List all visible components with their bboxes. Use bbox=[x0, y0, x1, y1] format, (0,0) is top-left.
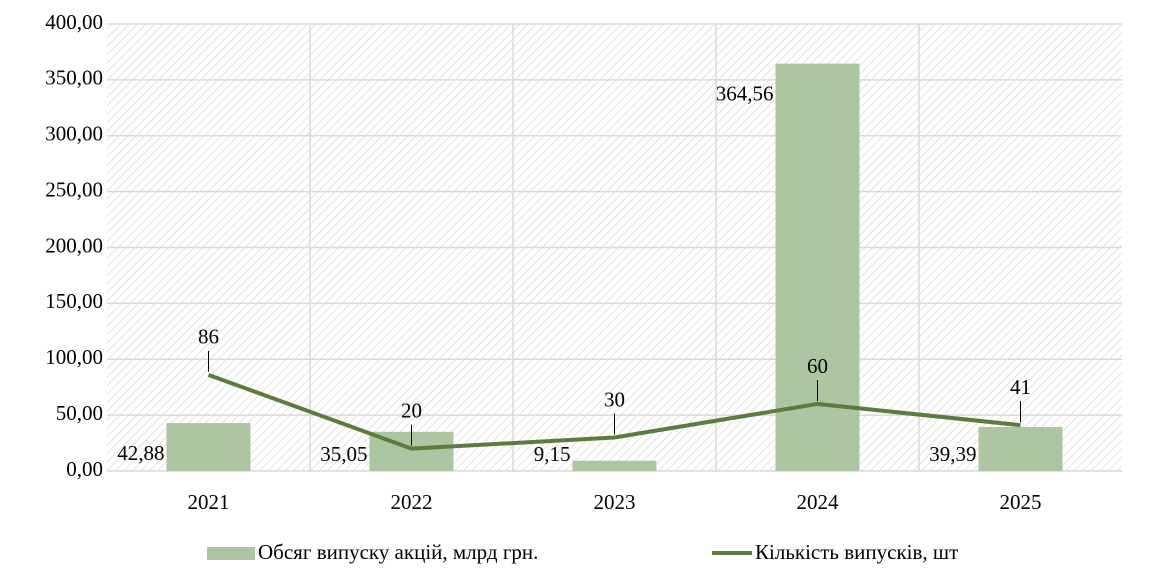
line-value-label: 86 bbox=[198, 325, 219, 349]
y-tick-label: 0,00 bbox=[66, 457, 103, 481]
y-tick-label: 300,00 bbox=[45, 122, 103, 146]
y-tick-label: 200,00 bbox=[45, 233, 103, 257]
legend-label: Обсяг випуску акцій, млрд грн. bbox=[258, 540, 538, 564]
bar-value-label: 364,56 bbox=[716, 81, 774, 105]
y-tick-label: 350,00 bbox=[45, 66, 103, 90]
legend-label: Кількість випусків, шт bbox=[755, 540, 958, 564]
x-tick-label: 2023 bbox=[594, 490, 636, 514]
x-tick-label: 2024 bbox=[797, 490, 840, 514]
y-tick-label: 400,00 bbox=[45, 10, 103, 34]
line-value-label: 30 bbox=[604, 387, 625, 411]
bar-value-label: 35,05 bbox=[320, 442, 367, 466]
line bbox=[207, 373, 1021, 451]
bar bbox=[978, 426, 1063, 471]
x-tick-label: 2022 bbox=[391, 490, 433, 514]
y-tick-label: 150,00 bbox=[45, 289, 103, 313]
y-tick-label: 50,00 bbox=[56, 401, 103, 425]
line-value-label: 60 bbox=[807, 354, 828, 378]
x-tick-label: 2021 bbox=[188, 490, 230, 514]
line-value-label: 20 bbox=[401, 398, 422, 422]
bar-value-label: 9,15 bbox=[534, 442, 571, 466]
line-value-label: 41 bbox=[1010, 375, 1031, 399]
bar-value-label: 39,39 bbox=[929, 442, 976, 466]
y-tick-label: 250,00 bbox=[45, 177, 103, 201]
legend-swatch bbox=[207, 547, 255, 560]
bar bbox=[166, 423, 251, 471]
y-tick-label: 100,00 bbox=[45, 345, 103, 369]
bar-value-label: 42,88 bbox=[117, 441, 164, 465]
x-tick-label: 2025 bbox=[1000, 490, 1042, 514]
bar bbox=[572, 460, 657, 471]
